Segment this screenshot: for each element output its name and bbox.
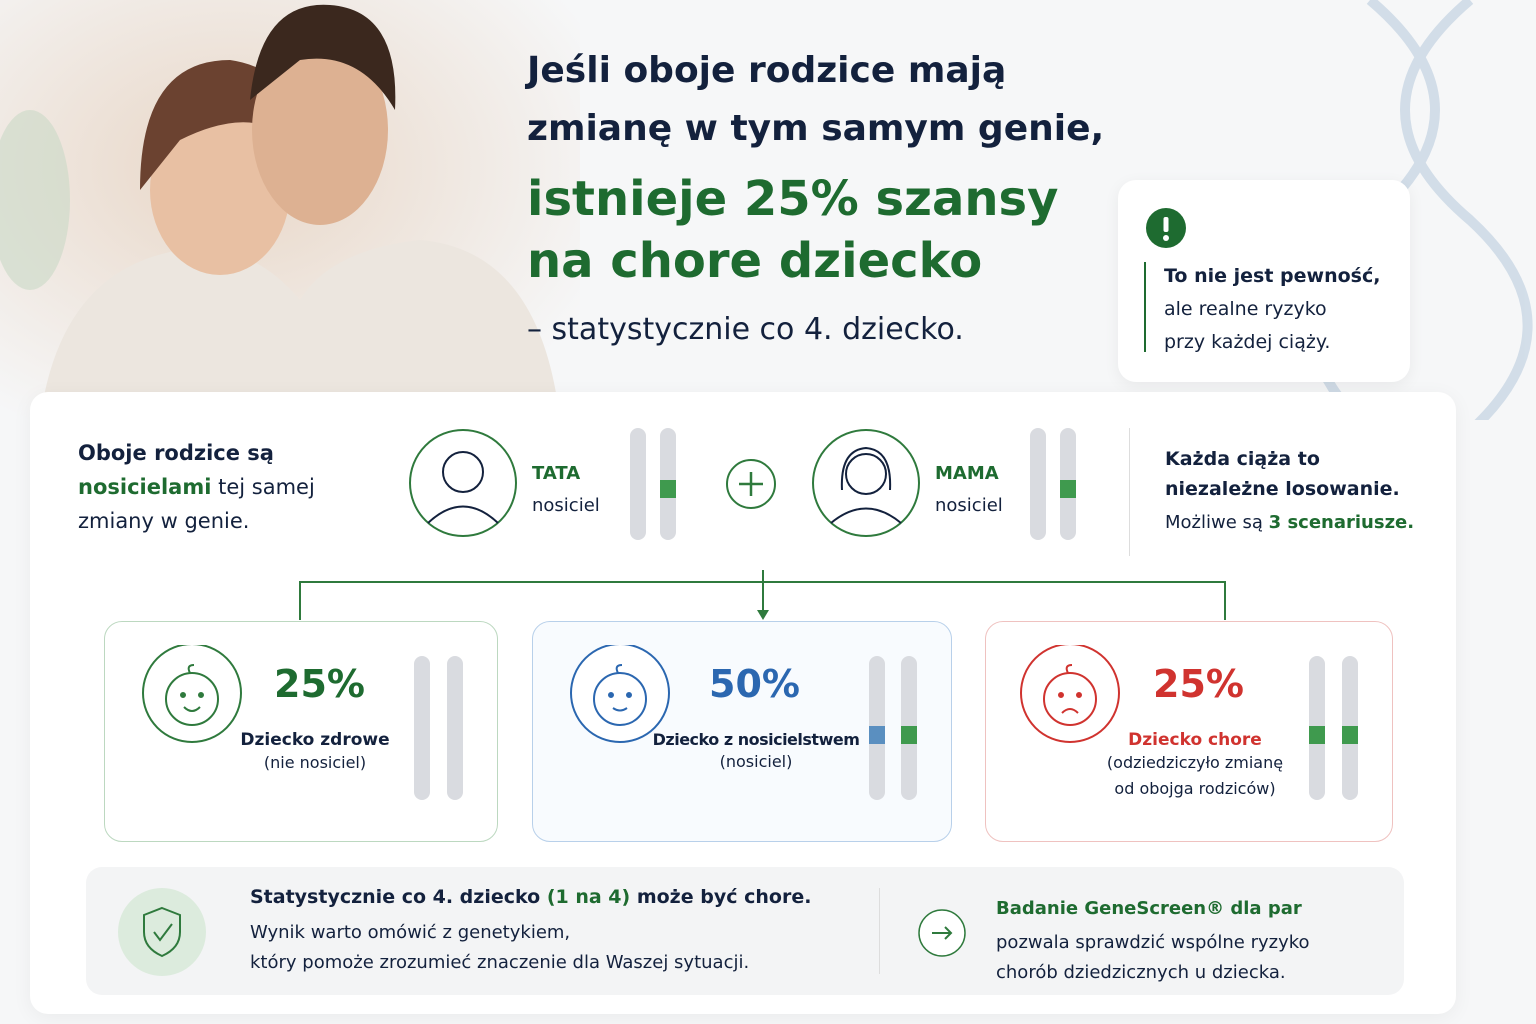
footer-line: pozwala sprawdzić wspólne ryzyko [996, 932, 1310, 953]
chromosome [660, 428, 676, 540]
gene-band [869, 726, 885, 744]
divider [879, 888, 880, 974]
man-hair [250, 4, 396, 110]
highlight-line: istnieje 25% szansy [527, 171, 1059, 227]
headline: Jeśli oboje rodzice mają zmianę w tym sa… [527, 42, 1104, 158]
gene-band [1060, 480, 1076, 498]
footer-title: Statystycznie co 4. dziecko (1 na 4) moż… [250, 886, 811, 908]
baby-happy [142, 645, 242, 743]
plus-icon [726, 459, 776, 509]
highlight-line: na chore dziecko [527, 233, 983, 289]
footer-line: Wynik warto omówić z genetykiem, [250, 922, 571, 943]
intro-line: nosicielami tej samej [78, 470, 315, 504]
scenario-note: (odziedziczyło zmianę [1106, 753, 1284, 772]
parents-intro: Oboje rodzice są nosicielami tej samej z… [78, 436, 315, 538]
scenario-percent: 25% [274, 662, 365, 706]
note-bar [1144, 262, 1146, 352]
footer-title: Badanie GeneScreen® dla par [996, 898, 1302, 919]
role: MAMA [935, 463, 999, 484]
headline-line: zmianę w tym samym genie, [527, 108, 1105, 149]
role: TATA [532, 463, 581, 484]
couple-body [40, 240, 560, 420]
title-part: Statystycznie co 4. dziecko [250, 886, 541, 908]
gene-band [901, 726, 917, 744]
scenario-percent: 50% [709, 662, 800, 706]
scenario-note: (nie nosiciel) [263, 753, 367, 772]
info-emph: 3 scenariusze. [1268, 512, 1415, 533]
scenario-percent: 25% [1153, 662, 1244, 706]
parents-info: Każda ciąża to niezależne losowanie. Moż… [1165, 444, 1414, 538]
note-line: przy każdej ciąży. [1164, 331, 1331, 353]
info-line: Możliwe są 3 scenariusze. [1165, 508, 1414, 538]
mother-avatar [812, 429, 920, 537]
gene-band [1342, 726, 1358, 744]
gene-band [660, 480, 676, 498]
note-line: ale realne ryzyko [1164, 298, 1327, 320]
scenario-label: Dziecko z nosicielstwem [652, 730, 860, 749]
parents-graphic [409, 429, 920, 537]
mother-label: MAMA nosiciel [935, 458, 1003, 522]
plant [0, 110, 70, 290]
chromosome [1030, 428, 1046, 540]
father-label: TATA nosiciel [532, 458, 600, 522]
note-line: To nie jest pewność, [1164, 265, 1381, 287]
footer-panel [86, 867, 1404, 995]
scenario-label: Dziecko chore [1128, 730, 1262, 750]
intro-line: Oboje rodzice są [78, 441, 274, 465]
chromosome [414, 656, 430, 800]
title-part: może być chore. [636, 886, 812, 908]
chromosome [869, 656, 885, 800]
scenario-text: Dziecko z nosicielstwem (nosiciel) [640, 730, 872, 775]
note-card: To nie jest pewność, ale realne ryzyko p… [1118, 180, 1410, 382]
scenario-label: Dziecko zdrowe [240, 730, 390, 750]
chromosome [447, 656, 463, 800]
scenario-note: (nosiciel) [719, 752, 793, 771]
scenario-text: Dziecko chore (odziedziczyło zmianę od obo… [1095, 730, 1295, 802]
chromosome [1060, 428, 1076, 540]
arrow-icon [918, 909, 966, 957]
note-text: To nie jest pewność, ale realne ryzyko p… [1164, 260, 1380, 359]
man-face [252, 35, 388, 225]
status: nosiciel [532, 495, 600, 516]
divider [1129, 428, 1130, 556]
footer-right: Badanie GeneScreen® dla par pozwala spra… [996, 894, 1310, 988]
warning-icon [1146, 208, 1186, 248]
scenario-note: od obojga rodziców) [1114, 779, 1276, 798]
baby-neutral [570, 645, 670, 743]
chromosome [1342, 656, 1358, 800]
shield-icon [118, 888, 206, 976]
baby-sad [1020, 645, 1120, 743]
baby-icons [142, 645, 670, 743]
headline-highlight: istnieje 25% szansy na chore dziecko [527, 168, 1058, 292]
footer-line: chorób dziedzicznych u dziecka. [996, 962, 1286, 983]
scenario-text: Dziecko zdrowe (nie nosiciel) [215, 730, 415, 776]
intro-line: zmiany w genie. [78, 509, 250, 533]
subline: – statystycznie co 4. dziecko. [527, 312, 964, 347]
chromosome [630, 428, 646, 540]
intro-emph: nosicielami [78, 475, 212, 499]
info-text: Możliwe są [1165, 512, 1263, 533]
connector [299, 570, 1226, 620]
headline-line: Jeśli oboje rodzice mają [527, 50, 1007, 91]
status: nosiciel [935, 495, 1003, 516]
gene-band [1309, 726, 1325, 744]
footer-line: który pomoże zrozumieć znaczenie dla Was… [250, 952, 750, 973]
intro-text: tej samej [218, 475, 315, 499]
title-emph: (1 na 4) [546, 886, 631, 908]
chromosome [901, 656, 917, 800]
footer-left: Statystycznie co 4. dziecko (1 na 4) moż… [250, 886, 811, 978]
father-avatar [409, 429, 517, 537]
info-line: Każda ciąża to [1165, 448, 1320, 470]
info-line: niezależne losowanie. [1165, 478, 1400, 500]
chromosome [1309, 656, 1325, 800]
